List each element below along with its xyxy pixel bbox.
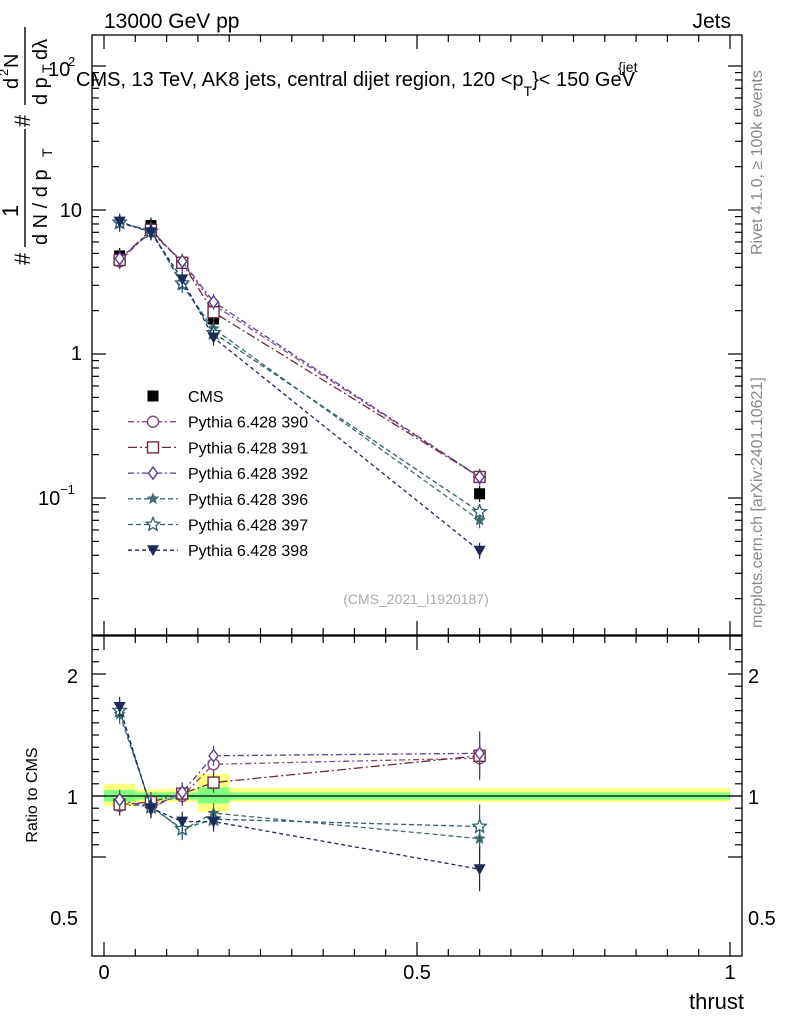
xtick-label-0: 0 — [98, 962, 109, 984]
series-line-Pythia-6.428-392 — [119, 231, 480, 478]
ratio-series — [111, 696, 488, 892]
svg-text:dλ: dλ — [30, 39, 52, 60]
ratio-point-Pythia-6.428-392-2 — [176, 785, 188, 800]
ratio-ylabel: Ratio to CMS — [24, 747, 41, 842]
svg-text:1: 1 — [0, 205, 23, 217]
ratio-point-Pythia-6.428-392-0 — [114, 792, 126, 807]
ratio-line-Pythia-6.428-397 — [119, 710, 480, 830]
legend: CMS Pythia 6.428 390 Pythia 6.428 391 Pythi… — [128, 389, 308, 560]
ratio-plot: 2 1 0.5 2 1 0.5 Ratio to CMS 0 0.5 1 thr… — [24, 635, 776, 1014]
data-point-Pythia-6.428-392-0 — [114, 251, 126, 266]
xtick-labels: 0 0.5 1 — [98, 962, 735, 984]
svg-text:#: # — [10, 252, 35, 265]
data-point-Pythia-6.428-392-2 — [176, 254, 188, 269]
xtick-label-0.5: 0.5 — [403, 962, 431, 984]
xtick-label-1: 1 — [724, 962, 735, 984]
svg-text:N: N — [1, 54, 23, 68]
ratio-point-Pythia-6.428-398-4 — [473, 864, 486, 876]
ratio-line-Pythia-6.428-396 — [119, 714, 480, 840]
legend-marker-6 — [147, 545, 159, 557]
svg-text:d p: d p — [30, 77, 52, 105]
legend-marker-3 — [147, 465, 159, 481]
main-title: CMS, 13 TeV, AK8 jets, central dijet reg… — [76, 69, 636, 99]
main-ylabel: # 1 d N / d p T # d 2 N d p T dλ — [0, 27, 55, 265]
main-title-superscript: {jet — [618, 59, 638, 75]
ratio-point-Pythia-6.428-398-3 — [207, 816, 220, 828]
data-point-Pythia-6.428-397-4 — [471, 503, 488, 519]
series-line-Pythia-6.428-398 — [119, 221, 481, 552]
legend-marker-0 — [147, 390, 159, 402]
xlabel: thrust — [689, 989, 744, 1014]
ytick-label-1e2-exp: 2 — [68, 54, 75, 69]
ytick-label-10: 10 — [60, 200, 82, 222]
main-ytick-labels: 10 2 10 1 10 −1 — [38, 54, 82, 510]
svg-text:T: T — [39, 148, 55, 157]
header-left: 13000 GeV pp — [104, 10, 239, 33]
data-point-Pythia-6.428-398-0 — [113, 216, 126, 228]
ratio-ytick-label-0.5-right: 0.5 — [748, 908, 776, 930]
legend-marker-5 — [144, 515, 162, 532]
legend-label-5: Pythia 6.428 397 — [188, 518, 308, 535]
ratio-point-Pythia-6.428-392-3 — [208, 748, 219, 763]
svg-text:#: # — [10, 114, 35, 127]
data-point-Pythia-6.428-398-2 — [176, 274, 189, 286]
ratio-ytick-label-1-right: 1 — [748, 787, 759, 809]
ratio-ytick-label-1: 1 — [67, 787, 78, 809]
ratio-point-Pythia-6.428-398-1 — [144, 803, 157, 815]
ratio-ytick-label-2-right: 2 — [748, 666, 759, 688]
legend-label-6: Pythia 6.428 398 — [188, 543, 308, 560]
svg-text:2: 2 — [0, 69, 11, 76]
legend-label-2: Pythia 6.428 391 — [188, 440, 308, 457]
ratio-point-Pythia-6.428-391-3 — [207, 776, 220, 789]
ratio-ytick-label-2: 2 — [67, 666, 78, 688]
series-line-Pythia-6.428-397 — [119, 221, 480, 513]
legend-marker-4 — [146, 492, 160, 505]
ytick-label-1e2-base: 10 — [48, 59, 70, 81]
ratio-point-Pythia-6.428-398-2 — [176, 816, 189, 828]
main-axis-ticks — [92, 35, 742, 635]
legend-marker-1 — [146, 415, 160, 428]
data-point-Pythia-6.428-392-3 — [208, 294, 219, 310]
legend-label-1: Pythia 6.428 390 — [188, 415, 308, 432]
main-plot: 10 2 10 1 10 −1 # 1 d N / d p T # d 2 N … — [0, 27, 743, 636]
ytick-label-1em1-base: 10 — [38, 488, 60, 510]
data-point-Pythia-6.428-398-4 — [473, 545, 486, 557]
ratio-line-Pythia-6.428-390 — [119, 757, 480, 807]
rivet-label: Rivet 4.1.0, ≥ 100k events — [749, 70, 766, 255]
header-right: Jets — [692, 10, 731, 33]
data-point-Pythia-6.428-398-1 — [144, 227, 157, 239]
svg-text:T: T — [39, 64, 55, 73]
ratio-point-Pythia-6.428-392-4 — [474, 746, 485, 761]
svg-text:d: d — [1, 78, 23, 89]
svg-text:d N / d p: d N / d p — [30, 169, 52, 245]
main-series — [111, 213, 488, 559]
data-point-CMS-4 — [474, 488, 486, 500]
data-point-Pythia-6.428-392-4 — [474, 469, 485, 485]
legend-label-3: Pythia 6.428 392 — [188, 466, 308, 483]
legend-label-0: CMS — [188, 389, 224, 406]
ytick-label-1em1-exp: −1 — [60, 482, 75, 497]
mcplots-label: mcplots.cern.ch [arXiv:2401.10621] — [749, 377, 766, 628]
data-point-Pythia-6.428-398-3 — [207, 332, 220, 344]
legend-marker-2 — [146, 441, 160, 454]
ratio-point-Pythia-6.428-398-0 — [113, 701, 126, 713]
ratio-ytick-label-0.5: 0.5 — [50, 908, 78, 930]
legend-label-4: Pythia 6.428 396 — [188, 492, 308, 509]
ratio-ytick-labels: 2 1 0.5 2 1 0.5 — [50, 666, 776, 930]
watermark: (CMS_2021_I1920187) — [343, 591, 489, 607]
ytick-label-1: 1 — [71, 343, 82, 365]
ratio-axis-ticks — [92, 636, 742, 956]
ratio-point-Pythia-6.428-397-4 — [471, 817, 488, 834]
